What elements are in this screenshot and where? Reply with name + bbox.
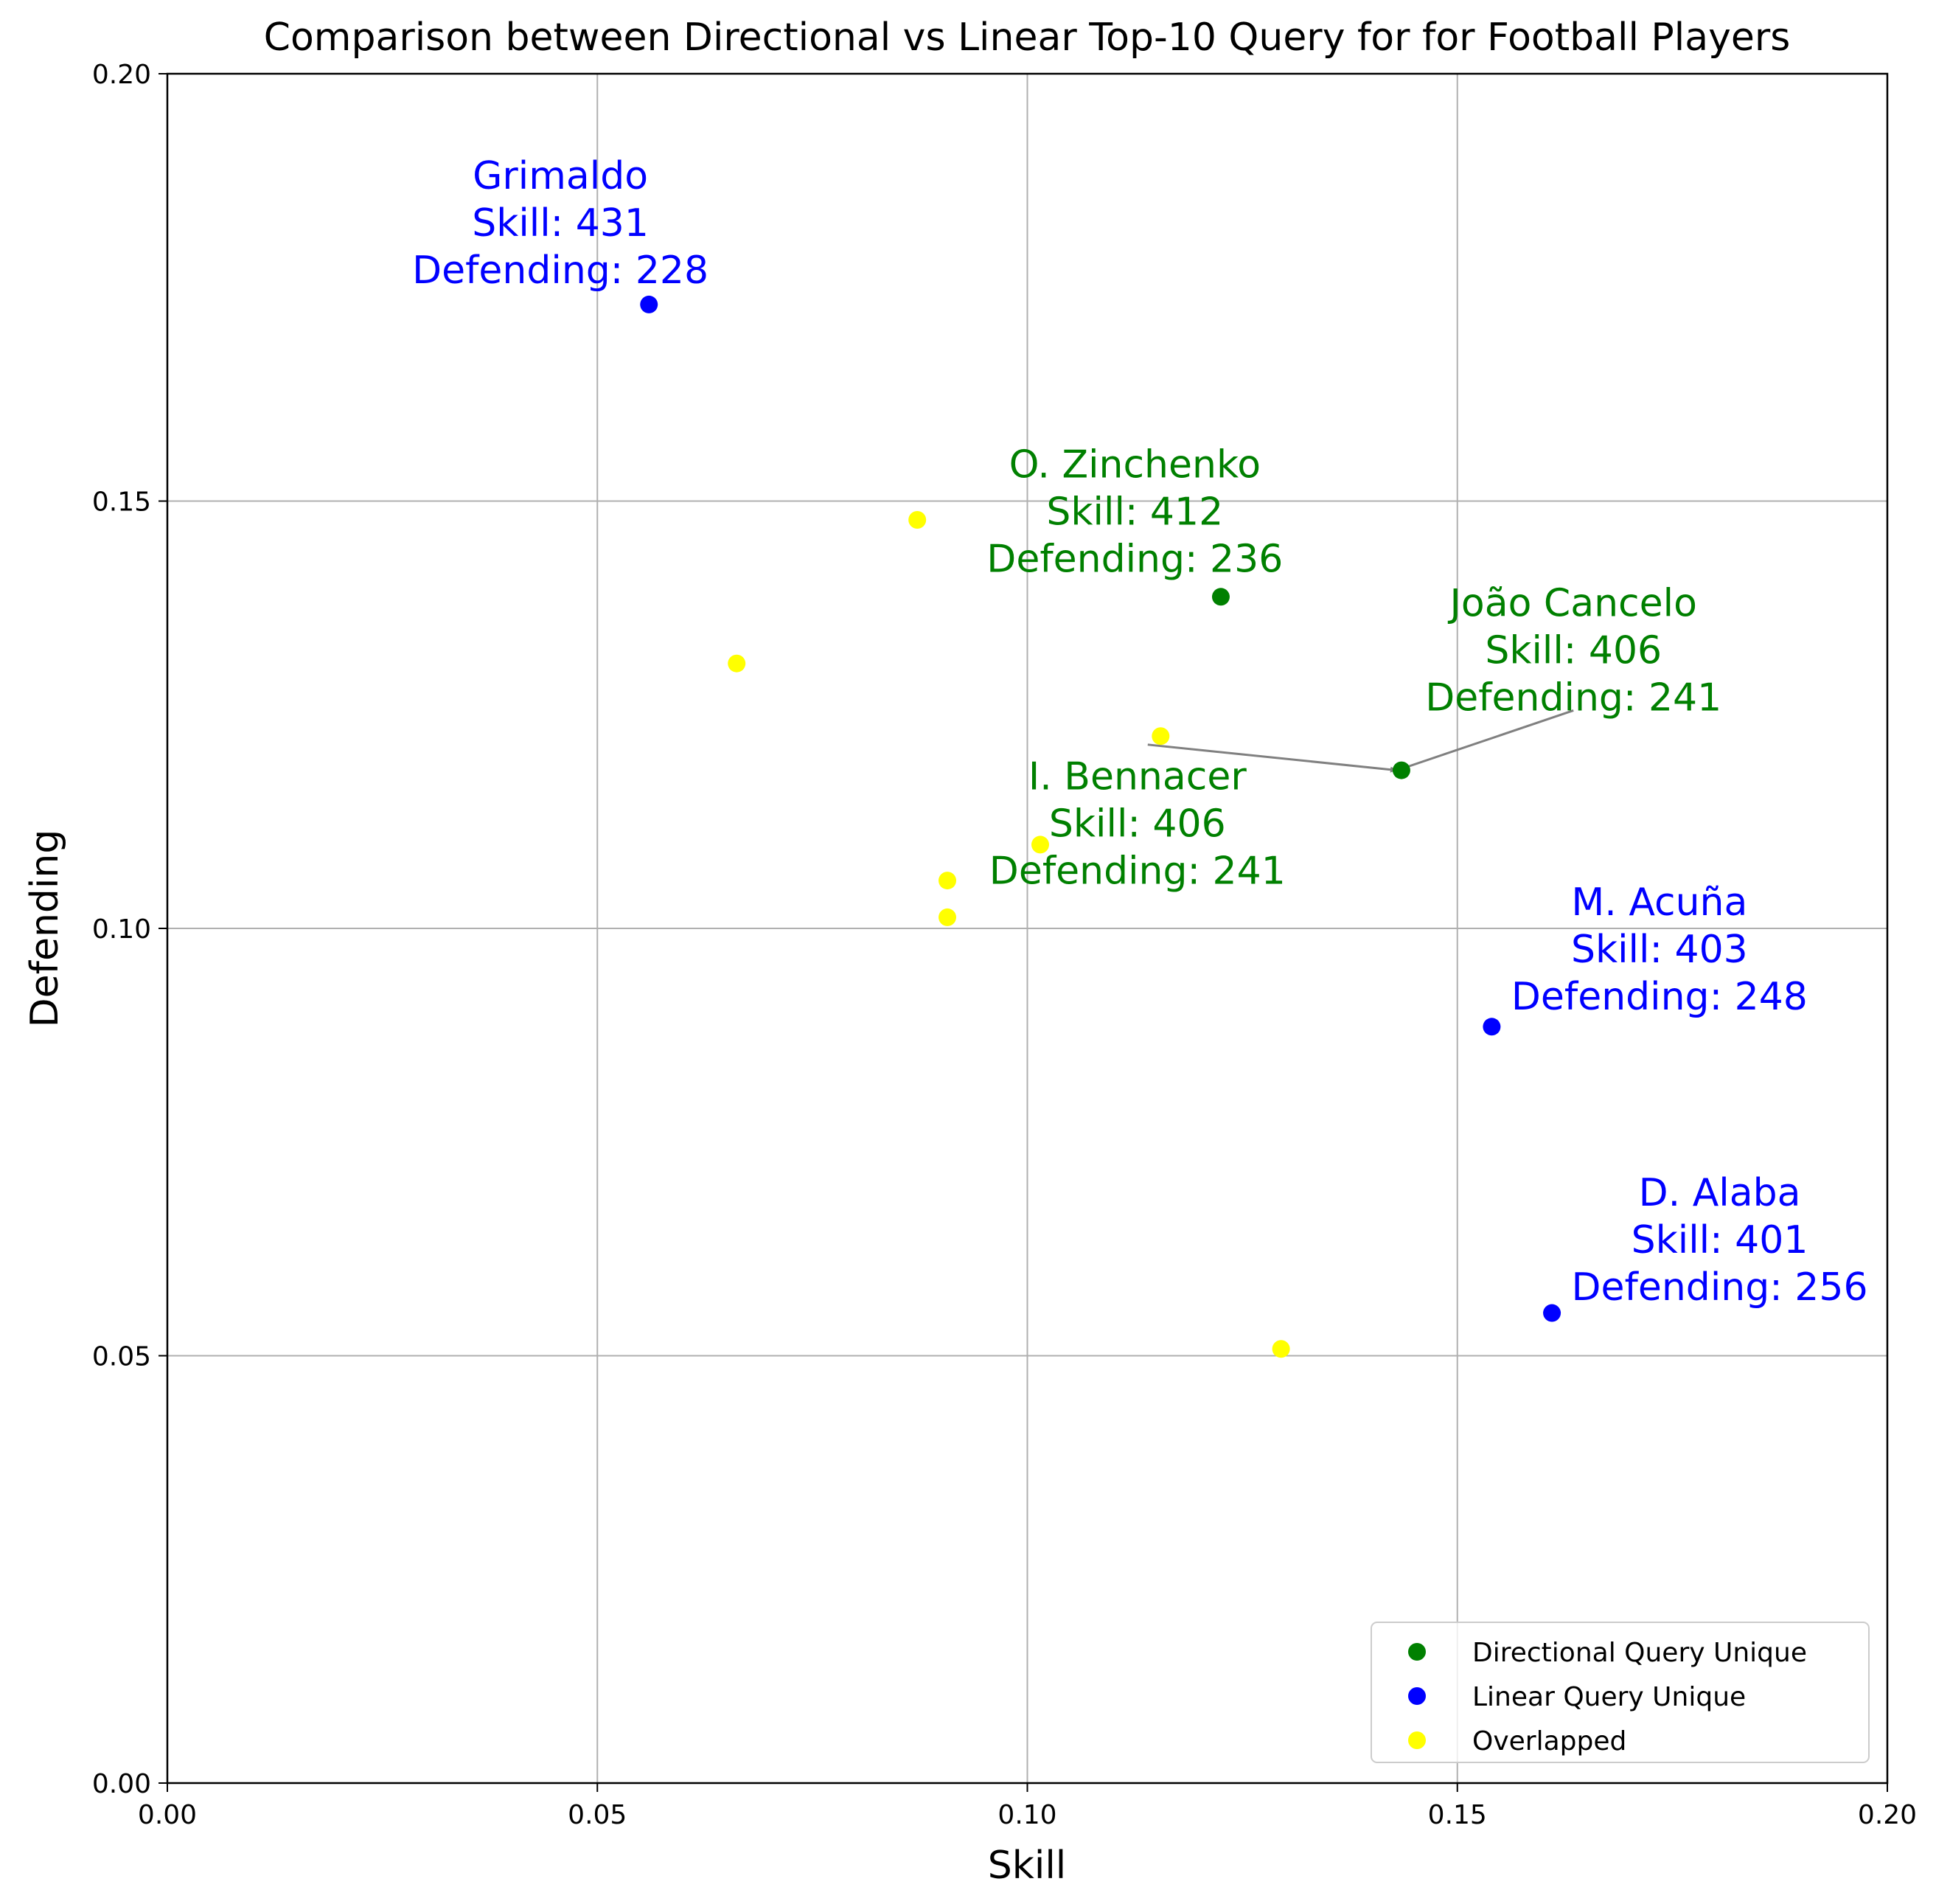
- directional-point: [1392, 761, 1410, 779]
- overlapped-point: [728, 654, 746, 673]
- linear-point: [1483, 1018, 1501, 1036]
- annotation-arrow: [1147, 743, 1398, 773]
- annotation-label: João Cancelo: [1448, 581, 1697, 625]
- annotation-label: Skill: 431: [472, 201, 649, 246]
- chart-title: Comparison between Directional vs Linear…: [264, 15, 1791, 60]
- annotation-label: I. Bennacer: [1028, 755, 1247, 799]
- legend-label-linear: Linear Query Unique: [1472, 1682, 1746, 1712]
- y-tick-label: 0.05: [92, 1342, 151, 1372]
- directional-point: [1211, 588, 1230, 606]
- axis-ticks: 0.00 0.05 0.10 0.15 0.20 0.00 0.05 0.10 0.15 0.20: [92, 60, 1917, 1830]
- annotation-label: Skill: 412: [1046, 490, 1223, 535]
- annotation-arrows: [1147, 709, 1574, 773]
- annotation-label: Defending: 248: [1511, 975, 1808, 1019]
- x-tick-label: 0.00: [138, 1800, 197, 1830]
- overlapped-point: [1152, 727, 1170, 746]
- overlapped-point: [939, 908, 957, 926]
- legend: Directional Query Unique Linear Query Uni…: [1371, 1622, 1870, 1763]
- legend-box: [1371, 1622, 1870, 1763]
- overlapped-point: [1031, 835, 1049, 854]
- overlapped-point: [1272, 1340, 1290, 1358]
- annotation-label: Grimaldo: [473, 154, 648, 198]
- legend-label-directional: Directional Query Unique: [1472, 1638, 1807, 1668]
- overlapped-point: [939, 872, 957, 890]
- annotation-arrow: [1396, 709, 1574, 772]
- annotation-label: M. Acuña: [1571, 880, 1747, 925]
- y-tick-label: 0.15: [92, 487, 151, 518]
- annotation-label: D. Alaba: [1639, 1171, 1801, 1215]
- y-axis-label: Defending: [23, 830, 67, 1028]
- annotation-label: Defending: 236: [986, 538, 1283, 582]
- annotation-label: Skill: 403: [1571, 928, 1748, 972]
- x-tick-label: 0.05: [568, 1800, 627, 1830]
- annotation-label: Defending: 228: [412, 249, 708, 293]
- annotation-label: O. Zinchenko: [1009, 443, 1261, 487]
- legend-label-overlapped: Overlapped: [1472, 1726, 1626, 1757]
- annotation-label: Defending: 241: [1425, 675, 1721, 720]
- legend-marker-directional: [1408, 1643, 1426, 1661]
- data-points: [640, 295, 1561, 1358]
- x-tick-label: 0.10: [997, 1800, 1056, 1830]
- y-tick-label: 0.10: [92, 914, 151, 945]
- annotation-label: Defending: 241: [989, 849, 1286, 894]
- linear-point: [640, 295, 658, 313]
- y-tick-label: 0.20: [92, 60, 151, 90]
- legend-marker-overlapped: [1408, 1731, 1426, 1749]
- annotation-label: Skill: 401: [1632, 1218, 1808, 1262]
- legend-marker-linear: [1408, 1687, 1426, 1705]
- x-axis-label: Skill: [988, 1844, 1066, 1888]
- overlapped-point: [908, 510, 927, 529]
- y-tick-label: 0.00: [92, 1769, 151, 1799]
- annotation-label: Skill: 406: [1049, 802, 1226, 847]
- linear-point: [1543, 1304, 1561, 1322]
- annotation-label: Defending: 256: [1572, 1265, 1868, 1310]
- annotation-label: Skill: 406: [1485, 628, 1662, 673]
- x-tick-label: 0.20: [1858, 1800, 1917, 1830]
- x-tick-label: 0.15: [1428, 1800, 1487, 1830]
